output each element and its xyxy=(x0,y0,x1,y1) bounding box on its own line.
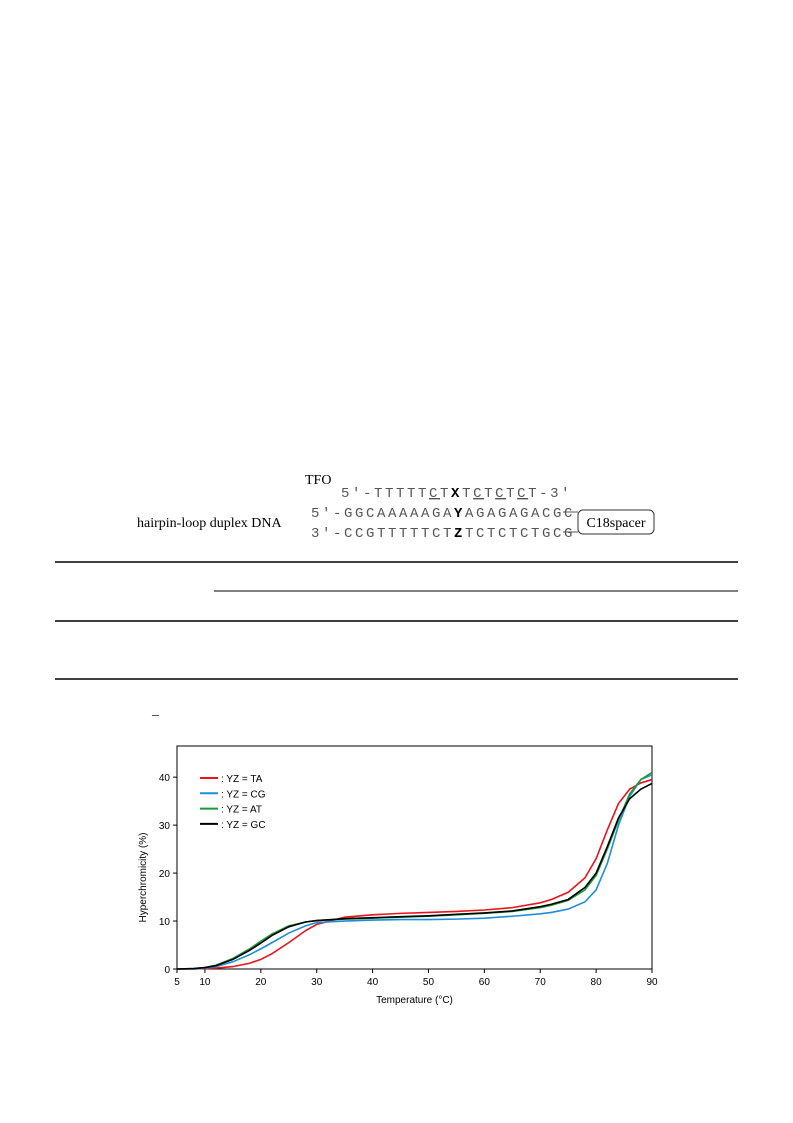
tfo-sequence: 5'-TTTTTCTXTCTCTCT-3' xyxy=(341,486,572,502)
legend-label: : YZ = AT xyxy=(221,805,262,816)
seq: TCTCTCTGCG xyxy=(465,526,575,542)
strand2: 3'-CCGTTTTTCTZTCTCTCTGCG xyxy=(311,526,575,542)
chart: 5 10 20 30 40 50 60 70 80 90 0 10 20 30 40 Temperature … xyxy=(138,745,658,1006)
seq: X xyxy=(451,486,462,502)
x-tick-label: 30 xyxy=(311,977,323,988)
seq: Z xyxy=(454,526,465,542)
x-tick-label: 10 xyxy=(199,977,211,988)
x-tick-label: 80 xyxy=(591,977,603,988)
seq: 3'-CCGTTTTTCT xyxy=(311,526,454,542)
y-tick-label: 10 xyxy=(159,917,171,928)
series-line xyxy=(177,774,653,970)
x-tick-label: 90 xyxy=(646,977,658,988)
x-tick-label: 40 xyxy=(367,977,379,988)
y-tick-label: 20 xyxy=(159,869,171,880)
spacer-box xyxy=(577,509,655,535)
seq: T xyxy=(462,486,473,502)
series-line xyxy=(176,782,653,970)
y-tick-label: 30 xyxy=(159,821,171,832)
tfo-label: TFO xyxy=(305,473,331,488)
seq: Y xyxy=(454,506,465,522)
x-axis-label: Temperature (°C) xyxy=(376,995,453,1006)
series-line xyxy=(177,778,653,970)
x-tick-label: 20 xyxy=(255,977,267,988)
table-rules xyxy=(55,561,738,680)
seq: T xyxy=(506,486,517,502)
seq: C xyxy=(429,486,440,502)
duplex-label: hairpin-loop duplex DNA xyxy=(137,516,283,531)
legend-label: : YZ = TA xyxy=(221,774,263,785)
spacer-label: C18spacer xyxy=(586,516,645,531)
legend-label: : YZ = GC xyxy=(221,820,266,831)
y-axis-label: Hyperchromicity (%) xyxy=(138,832,149,922)
seq: C xyxy=(517,486,528,502)
y-tick-label: 40 xyxy=(159,773,171,784)
x-tick-label: 5 xyxy=(174,977,180,988)
strand1: 5'-GGCAAAAAGAYAGAGAGACGC xyxy=(311,506,575,522)
seq: T-3' xyxy=(528,486,572,502)
x-tick-label: 70 xyxy=(535,977,547,988)
seq: T xyxy=(484,486,495,502)
seq: C xyxy=(473,486,484,502)
seq: AGAGAGACGC xyxy=(465,506,575,522)
seq: 5'-GGCAAAAAGA xyxy=(311,506,454,522)
plot-frame xyxy=(176,745,653,970)
x-tick-label: 60 xyxy=(479,977,491,988)
seq: C xyxy=(495,486,506,502)
x-tick-label: 50 xyxy=(423,977,435,988)
seq: T xyxy=(440,486,451,502)
seq: 5'-TTTTT xyxy=(341,486,429,502)
legend-label: : YZ = CG xyxy=(221,789,266,800)
stray-mark: _ xyxy=(151,703,160,718)
y-tick-label: 0 xyxy=(164,965,170,976)
series-line xyxy=(176,771,653,970)
